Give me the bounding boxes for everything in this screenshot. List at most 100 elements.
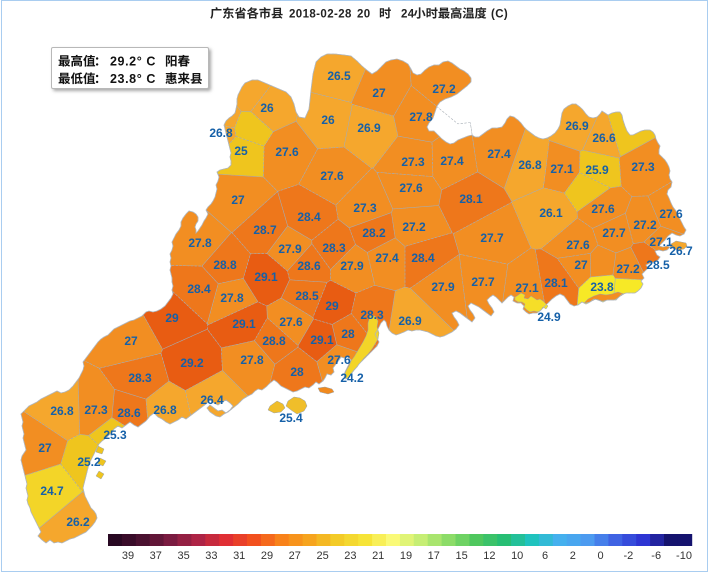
- svg-text:0: 0: [598, 550, 604, 562]
- svg-text:28.4: 28.4: [187, 282, 211, 296]
- svg-text:28.6: 28.6: [117, 406, 141, 420]
- svg-text:28.1: 28.1: [544, 276, 568, 290]
- svg-text:29.2: 29.2: [180, 356, 204, 370]
- svg-text:27.4: 27.4: [375, 251, 399, 265]
- svg-text:-10: -10: [676, 550, 692, 562]
- svg-text:28.5: 28.5: [295, 289, 319, 303]
- svg-text:27.3: 27.3: [353, 201, 377, 215]
- svg-text:26.1: 26.1: [539, 206, 563, 220]
- svg-text:29.1: 29.1: [232, 317, 256, 331]
- svg-text:27: 27: [372, 86, 386, 100]
- svg-text:27.2: 27.2: [633, 218, 657, 232]
- svg-text:27.3: 27.3: [84, 403, 108, 417]
- svg-text:26.8: 26.8: [153, 403, 177, 417]
- svg-text:28.4: 28.4: [411, 251, 435, 265]
- svg-text:27.1: 27.1: [649, 235, 673, 249]
- svg-text:28.2: 28.2: [362, 226, 386, 240]
- svg-text:27.1: 27.1: [550, 162, 574, 176]
- svg-text:2018-02-28: 2018-02-28: [289, 8, 352, 20]
- svg-text:28.7: 28.7: [253, 223, 277, 237]
- svg-text:27.1: 27.1: [515, 281, 539, 295]
- svg-text:28.1: 28.1: [459, 192, 483, 206]
- svg-text:25.4: 25.4: [279, 411, 303, 425]
- svg-text:29.1: 29.1: [254, 270, 278, 284]
- svg-text:24.2: 24.2: [340, 371, 364, 385]
- svg-text:19: 19: [400, 550, 412, 562]
- svg-text:12: 12: [483, 550, 495, 562]
- svg-text:27: 27: [124, 334, 138, 348]
- svg-text:27.6: 27.6: [327, 353, 351, 367]
- svg-text:27.6: 27.6: [591, 202, 615, 216]
- svg-text:27: 27: [289, 550, 301, 562]
- svg-text:20: 20: [357, 8, 371, 20]
- svg-text:29.1: 29.1: [310, 333, 334, 347]
- svg-text:24: 24: [401, 8, 415, 20]
- svg-text:26.9: 26.9: [565, 119, 589, 133]
- svg-text:27.4: 27.4: [487, 147, 511, 161]
- svg-text:27: 27: [38, 441, 52, 455]
- svg-text:24.9: 24.9: [537, 310, 561, 324]
- svg-text:39: 39: [122, 550, 134, 562]
- svg-text:27.6: 27.6: [279, 315, 303, 329]
- svg-text:27: 27: [231, 193, 245, 207]
- svg-text:37: 37: [150, 550, 162, 562]
- svg-text:28.3: 28.3: [322, 241, 346, 255]
- svg-text:29: 29: [165, 311, 179, 325]
- svg-text:27.7: 27.7: [471, 275, 495, 289]
- svg-text:10: 10: [511, 550, 523, 562]
- svg-text:26.8: 26.8: [209, 126, 233, 140]
- svg-text:25.9: 25.9: [585, 163, 609, 177]
- svg-text:26.8: 26.8: [518, 158, 542, 172]
- svg-text:26: 26: [260, 101, 274, 115]
- svg-text:27.4: 27.4: [440, 154, 464, 168]
- svg-text:27: 27: [574, 258, 588, 272]
- svg-text:27.6: 27.6: [275, 145, 299, 159]
- svg-text:28.4: 28.4: [297, 210, 321, 224]
- svg-text:27.9: 27.9: [278, 242, 302, 256]
- svg-text:27.9: 27.9: [431, 280, 455, 294]
- svg-text:33: 33: [205, 550, 217, 562]
- svg-text:27.8: 27.8: [220, 291, 244, 305]
- svg-text:27.3: 27.3: [631, 160, 655, 174]
- svg-text:28: 28: [341, 327, 355, 341]
- svg-text:27.6: 27.6: [659, 207, 683, 221]
- svg-text:26.8: 26.8: [50, 404, 74, 418]
- svg-text:27.7: 27.7: [480, 231, 504, 245]
- svg-text:23.8: 23.8: [590, 280, 614, 294]
- svg-text:15: 15: [455, 550, 467, 562]
- svg-text:25.3: 25.3: [103, 428, 127, 442]
- svg-text:27.2: 27.2: [402, 220, 426, 234]
- svg-text:27.2: 27.2: [432, 82, 456, 96]
- svg-text:25: 25: [234, 144, 248, 158]
- svg-text:27.2: 27.2: [616, 262, 640, 276]
- svg-text:26: 26: [321, 113, 335, 127]
- svg-text:26.9: 26.9: [398, 314, 422, 328]
- svg-text:25.2: 25.2: [77, 455, 101, 469]
- svg-text:26.7: 26.7: [669, 244, 693, 258]
- svg-text:26.9: 26.9: [357, 121, 381, 135]
- svg-text:26.4: 26.4: [200, 393, 224, 407]
- svg-text:23: 23: [344, 550, 356, 562]
- svg-text:29: 29: [325, 299, 339, 313]
- svg-text:27.8: 27.8: [188, 236, 212, 250]
- svg-text:27.9: 27.9: [340, 259, 364, 273]
- svg-text:2: 2: [570, 550, 576, 562]
- svg-text:27.8: 27.8: [240, 353, 264, 367]
- svg-text:28.6: 28.6: [297, 259, 321, 273]
- svg-text:28.3: 28.3: [360, 308, 384, 322]
- svg-text:27.8: 27.8: [409, 110, 433, 124]
- svg-text:26.6: 26.6: [592, 131, 616, 145]
- svg-text:27.6: 27.6: [566, 238, 590, 252]
- svg-text:28.8: 28.8: [262, 334, 286, 348]
- svg-text:28.5: 28.5: [646, 258, 670, 272]
- svg-text:23.8° C: 23.8° C: [110, 72, 156, 86]
- svg-text:28: 28: [290, 365, 304, 379]
- svg-text:21: 21: [372, 550, 384, 562]
- svg-text:28.3: 28.3: [128, 371, 152, 385]
- svg-text:29.2° C: 29.2° C: [110, 55, 156, 69]
- svg-text:31: 31: [233, 550, 245, 562]
- svg-text:(C): (C): [491, 8, 508, 20]
- svg-text:27.7: 27.7: [602, 226, 626, 240]
- svg-text:27.6: 27.6: [320, 169, 344, 183]
- svg-text:25: 25: [316, 550, 328, 562]
